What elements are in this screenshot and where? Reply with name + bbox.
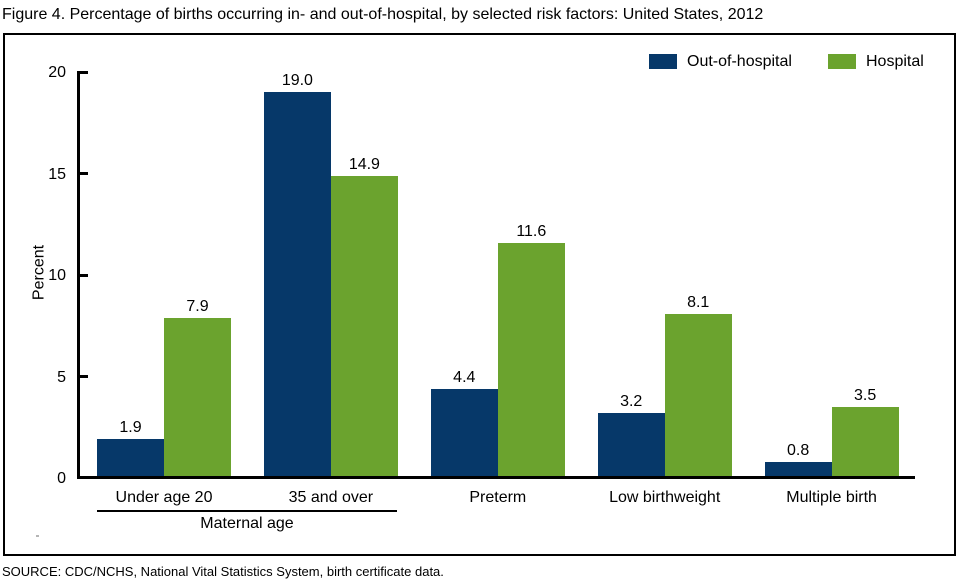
- y-tick-label: 15: [48, 165, 66, 183]
- stray-mark: [36, 535, 39, 537]
- y-tick: [80, 172, 88, 175]
- bar-hospital: [831, 406, 899, 478]
- legend-label-hospital: Hospital: [866, 53, 924, 70]
- bar-out-of-hospital: [263, 92, 331, 478]
- x-category-label: 35 and over: [288, 489, 374, 506]
- bar-hospital: [497, 242, 565, 478]
- y-tick: [80, 375, 88, 378]
- y-tick-label: 10: [48, 267, 66, 284]
- bar-value-label: 19.0: [281, 72, 313, 90]
- y-tick-label: 0: [57, 470, 66, 487]
- legend-swatch-hospital: [828, 54, 856, 69]
- bar-out-of-hospital: [597, 413, 665, 478]
- x-category-label: Low birthweight: [609, 489, 721, 506]
- x-category-label: Multiple birth: [786, 489, 877, 506]
- y-tick: [80, 70, 88, 74]
- bar-value-label: 0.8: [786, 441, 810, 459]
- bar-value-label: 3.2: [620, 393, 643, 411]
- maternal-age-group-label: Maternal age: [200, 515, 294, 532]
- bar-hospital: [664, 313, 732, 478]
- bar-value-label: 11.6: [516, 222, 547, 240]
- bar-value-label: 1.9: [119, 419, 142, 437]
- y-axis-line: [77, 71, 80, 479]
- bar-value-label: 3.5: [853, 386, 877, 404]
- y-tick-label: 5: [57, 368, 66, 386]
- bar-out-of-hospital: [764, 461, 832, 478]
- maternal-age-underline: [97, 510, 397, 512]
- legend-swatch-out-of-hospital: [649, 54, 677, 69]
- y-tick: [80, 273, 88, 277]
- x-category-label: Under age 20: [115, 489, 213, 506]
- legend-label-out-of-hospital: Out-of-hospital: [687, 53, 792, 70]
- x-category-label: Preterm: [469, 489, 527, 506]
- bar-value-label: 7.9: [186, 297, 209, 315]
- bar-value-label: 4.4: [453, 368, 476, 386]
- x-axis-line: [77, 476, 915, 479]
- source-note: SOURCE: CDC/NCHS, National Vital Statist…: [2, 564, 444, 579]
- figure-title: Figure 4. Percentage of births occurring…: [2, 6, 764, 23]
- y-tick-label: 20: [48, 64, 66, 81]
- bar-hospital: [330, 175, 398, 478]
- chart-border-box: [3, 33, 956, 556]
- bar-out-of-hospital: [430, 388, 498, 478]
- bar-out-of-hospital: [97, 439, 164, 478]
- bar-value-label: 8.1: [687, 293, 710, 311]
- bar-hospital: [164, 317, 231, 478]
- bar-value-label: 14.9: [348, 155, 380, 173]
